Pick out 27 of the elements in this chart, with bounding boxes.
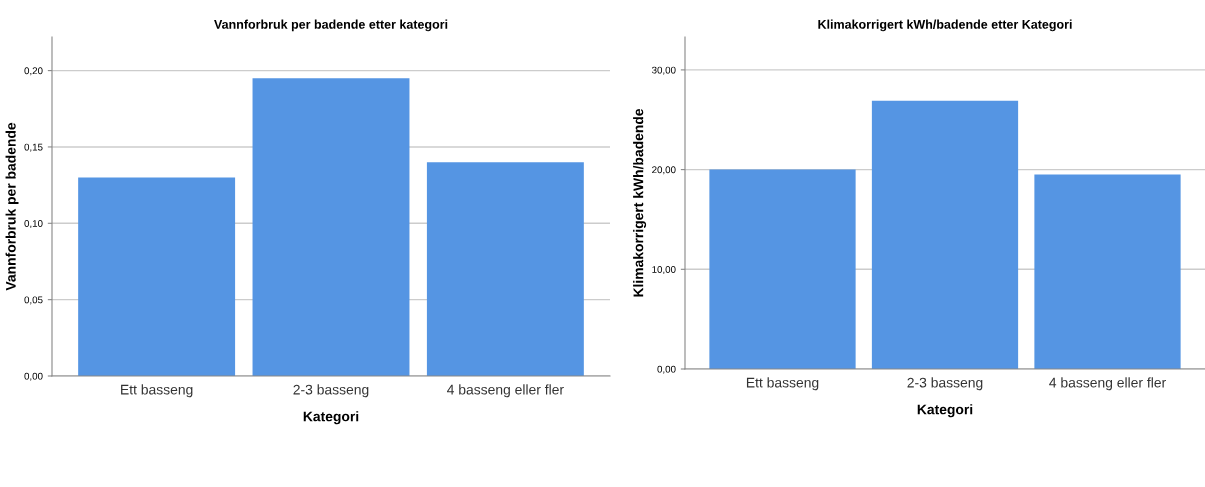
- y-tick-label: 10,00: [652, 266, 676, 275]
- bar: [709, 169, 856, 369]
- y-tick-label: 0,20: [24, 67, 43, 76]
- y-tick-label: 20,00: [652, 166, 676, 175]
- x-tick-label: Ett basseng: [746, 377, 819, 391]
- y-tick-label: 30,00: [652, 66, 676, 75]
- y-tick-label: 0,15: [24, 143, 43, 152]
- chart-title: Vannforbruk per badende etter kategori: [214, 19, 448, 32]
- x-tick-label: 4 basseng eller fler: [1049, 377, 1166, 391]
- chart-title: Klimakorrigert kWh/badende etter Kategori: [818, 19, 1072, 32]
- bar: [1034, 174, 1181, 369]
- x-tick-label: Ett basseng: [121, 384, 193, 398]
- bar: [426, 162, 584, 376]
- y-tick-label: 0,00: [657, 365, 676, 374]
- x-tick-label: 2-3 basseng: [293, 384, 369, 398]
- x-tick-label: 2-3 basseng: [907, 377, 983, 391]
- bar: [252, 78, 410, 376]
- y-tick-label: 0,00: [24, 372, 43, 381]
- y-axis-title: Klimakorrigert kWh/badende: [633, 108, 647, 297]
- x-tick-label: 4 basseng eller fler: [447, 384, 564, 398]
- x-axis-title: Kategori: [303, 411, 359, 425]
- y-tick-label: 0,05: [24, 296, 43, 305]
- bar: [78, 177, 236, 376]
- y-axis-title: Vannforbruk per badende: [5, 122, 19, 291]
- bar: [871, 100, 1019, 369]
- x-axis-title: Kategori: [917, 404, 973, 418]
- y-tick-label: 0,10: [24, 220, 43, 229]
